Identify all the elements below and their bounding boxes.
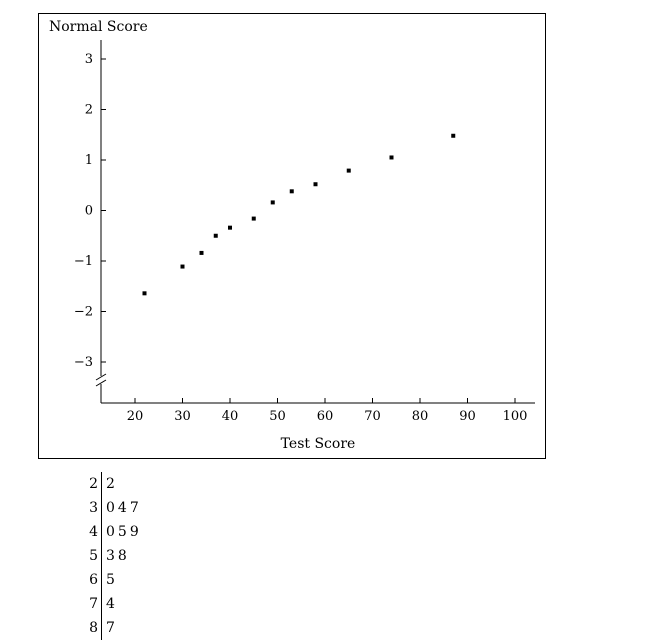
data-point xyxy=(270,200,275,205)
leaf-values: 2 xyxy=(106,476,118,492)
leaf-values: 5 xyxy=(106,572,118,588)
leaf-values: 047 xyxy=(106,500,142,516)
stem-value: 6 xyxy=(80,568,102,592)
x-tick-label: 70 xyxy=(364,409,381,424)
data-point xyxy=(346,168,351,173)
data-point xyxy=(389,155,394,160)
y-tick-label: 1 xyxy=(85,153,93,168)
x-tick-label: 80 xyxy=(412,409,429,424)
y-tick-label: 2 xyxy=(85,103,93,118)
y-tick-label: 3 xyxy=(85,52,93,67)
data-point xyxy=(228,225,232,230)
data-point xyxy=(313,182,318,187)
stem-value: 8 xyxy=(80,616,102,640)
y-tick-label: 0 xyxy=(85,204,93,219)
stem-value: 5 xyxy=(80,544,102,568)
data-point xyxy=(180,264,185,269)
leaf-values: 4 xyxy=(106,596,118,612)
x-tick-label: 50 xyxy=(269,409,286,424)
x-tick-label: 20 xyxy=(127,409,144,424)
x-tick-label: 90 xyxy=(459,409,476,424)
stem-and-leaf-plot: 2 2 3 047 4 059 5 38 6 5 7 4 8 7 xyxy=(80,472,142,640)
x-tick-label: 30 xyxy=(174,409,191,424)
x-axis-title: Test Score xyxy=(281,436,356,452)
y-tick-label: −3 xyxy=(74,355,93,370)
leaf-values: 38 xyxy=(106,548,130,564)
data-point xyxy=(289,189,294,194)
x-tick-label: 40 xyxy=(222,409,239,424)
axis-break-mark xyxy=(95,379,107,387)
leaf-values: 059 xyxy=(106,524,142,540)
data-point xyxy=(251,216,256,221)
data-point xyxy=(199,250,204,255)
stem-leaf-row: 5 38 xyxy=(80,544,142,568)
stem-leaf-row: 3 047 xyxy=(80,496,142,520)
y-axis-title: Normal Score xyxy=(49,19,148,35)
stem-value: 7 xyxy=(80,592,102,616)
data-point xyxy=(451,133,456,138)
axis-break-mark xyxy=(95,373,107,381)
x-tick-label: 60 xyxy=(317,409,334,424)
data-point xyxy=(142,291,147,296)
chart-svg: 3 2 1 0 −1 −2 −3 20 30 40 50 60 70 80 90 100 Normal Scor… xyxy=(49,19,535,452)
data-point xyxy=(213,233,218,238)
leaf-values: 7 xyxy=(106,620,118,636)
stem-value: 3 xyxy=(80,496,102,520)
y-tick-label: −2 xyxy=(74,305,93,320)
normal-probability-plot: 3 2 1 0 −1 −2 −3 20 30 40 50 60 70 80 90 100 Normal Scor… xyxy=(38,13,546,459)
x-tick-label: 100 xyxy=(503,409,528,424)
stem-value: 4 xyxy=(80,520,102,544)
stem-leaf-row: 4 059 xyxy=(80,520,142,544)
stem-value: 2 xyxy=(80,472,102,496)
y-tick-label: −1 xyxy=(74,254,93,269)
